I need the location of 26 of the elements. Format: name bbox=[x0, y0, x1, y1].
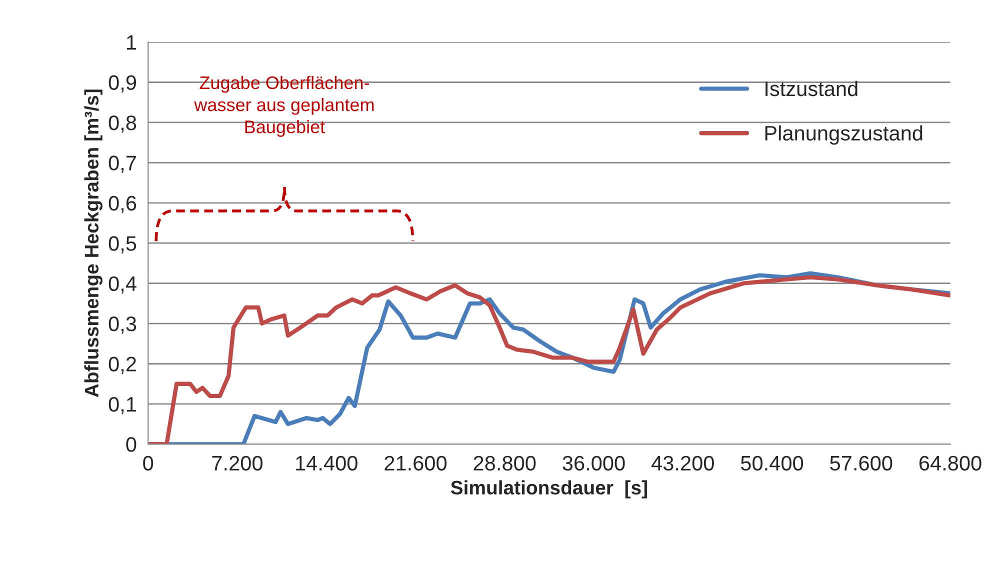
legend-label: Planungszustand bbox=[765, 125, 922, 145]
y-tick-label: 0,7 bbox=[108, 156, 136, 173]
y-tick-label: 0,3 bbox=[108, 316, 136, 334]
y-tick-label: 0,5 bbox=[108, 236, 136, 254]
x-tick-label: 14.400 bbox=[296, 456, 358, 471]
x-tick-label: 0 bbox=[143, 456, 154, 471]
y-tick-label: 0 bbox=[126, 437, 136, 452]
x-tick-label: 57.600 bbox=[830, 456, 892, 471]
x-tick-label: 36.000 bbox=[562, 456, 625, 471]
x-tick-label: 50.400 bbox=[740, 456, 804, 471]
y-tick-label: 0,6 bbox=[108, 196, 136, 214]
y-axis-title: Abflussmenge Heckgraben [m³/s] bbox=[84, 90, 102, 398]
y-tick-label: 0,8 bbox=[108, 115, 136, 133]
y-tick-label: 0,9 bbox=[108, 75, 136, 92]
x-tick-label: 64.800 bbox=[919, 456, 982, 471]
legend-label: Istzustand bbox=[766, 80, 858, 96]
x-tick-label: 21.600 bbox=[384, 456, 447, 471]
y-tick-label: 1 bbox=[127, 35, 136, 50]
y-tick-label: 0,4 bbox=[108, 276, 136, 294]
x-axis-title: Simulationsdauer [s] bbox=[450, 480, 647, 498]
x-tick-label: 28.800 bbox=[474, 456, 536, 471]
annotation: Zugabe Oberflächen- wasser aus geplantem Baugebiet bbox=[194, 76, 374, 137]
y-tick-label: 0,1 bbox=[108, 396, 136, 414]
x-tick-label: 7.200 bbox=[212, 456, 262, 471]
x-tick-label: 43.200 bbox=[652, 456, 714, 471]
y-tick-label: 0,2 bbox=[108, 356, 136, 374]
